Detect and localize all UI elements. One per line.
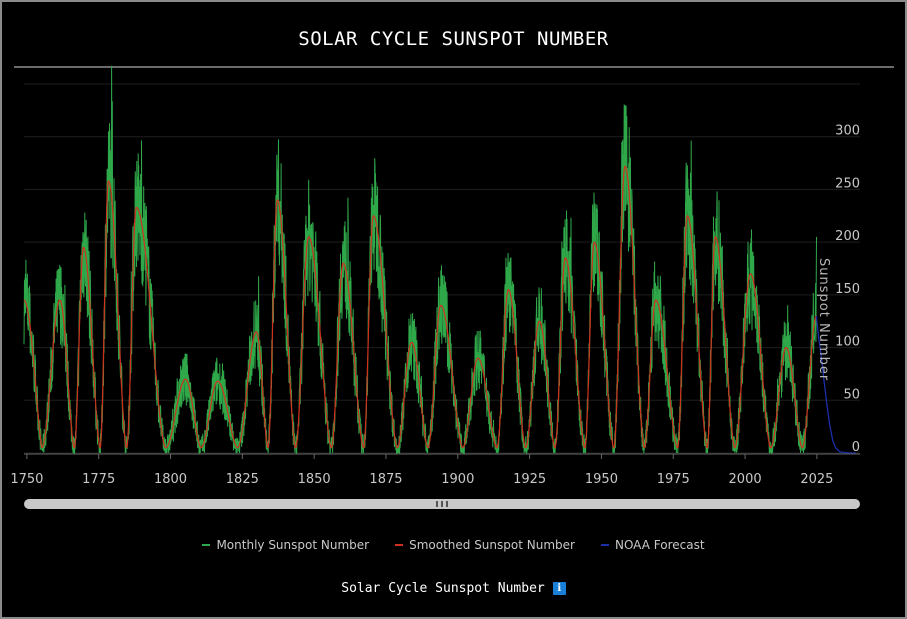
legend: Monthly Sunspot Number Smoothed Sunspot … — [2, 538, 905, 552]
y-tick-label: 200 — [835, 229, 860, 244]
x-tick-label: 1750 — [10, 472, 43, 487]
legend-monthly[interactable]: Monthly Sunspot Number — [202, 538, 369, 552]
range-scrollbar[interactable] — [24, 499, 860, 509]
legend-swatch-monthly — [202, 544, 211, 546]
x-tick-label: 2025 — [800, 472, 833, 487]
x-tick-label: 1975 — [657, 472, 690, 487]
legend-label: Smoothed Sunspot Number — [409, 538, 575, 552]
x-tick-label: 1950 — [585, 472, 618, 487]
scrollbar-grip-icon[interactable] — [436, 501, 448, 507]
y-tick-label: 250 — [835, 176, 860, 191]
x-tick-label: 1800 — [154, 472, 187, 487]
series-layer — [23, 65, 856, 455]
title-divider — [14, 66, 894, 68]
y-tick-label: 300 — [835, 124, 860, 139]
legend-swatch-smoothed — [395, 544, 404, 546]
legend-label: NOAA Forecast — [614, 538, 705, 552]
y-axis-label: Sunspot Number — [816, 258, 831, 382]
x-tick-label: 2000 — [729, 472, 762, 487]
x-tick-label: 1925 — [513, 472, 546, 487]
y-tick-label: 50 — [843, 387, 860, 402]
x-tick-label: 1900 — [441, 472, 474, 487]
y-tick-label: 0 — [852, 440, 860, 455]
y-tick-label: 100 — [835, 335, 860, 350]
page-title: SOLAR CYCLE SUNSPOT NUMBER — [298, 28, 609, 50]
x-tick-label: 1775 — [82, 472, 115, 487]
footer: Solar Cycle Sunspot Number i — [2, 581, 905, 596]
x-tick-label: 1825 — [226, 472, 259, 487]
x-tick-label: 1850 — [298, 472, 331, 487]
footer-title: Solar Cycle Sunspot Number — [341, 581, 545, 596]
series-smoothed-line — [23, 165, 817, 449]
legend-swatch-forecast — [600, 544, 609, 546]
series-forecast-line — [815, 315, 856, 454]
x-tick-label: 1875 — [369, 472, 402, 487]
legend-label: Monthly Sunspot Number — [216, 538, 370, 552]
legend-smoothed[interactable]: Smoothed Sunspot Number — [395, 538, 575, 552]
info-icon[interactable]: i — [552, 582, 566, 595]
y-tick-label: 150 — [835, 282, 860, 297]
axis-layer: 0 50 100 150 200 250 300 1750 1775 1800 1825 1850 18… — [10, 124, 860, 487]
legend-forecast[interactable]: NOAA Forecast — [600, 538, 705, 552]
sunspot-chart: 0 50 100 150 200 250 300 1750 1775 1800 1825 1850 18… — [10, 65, 860, 487]
